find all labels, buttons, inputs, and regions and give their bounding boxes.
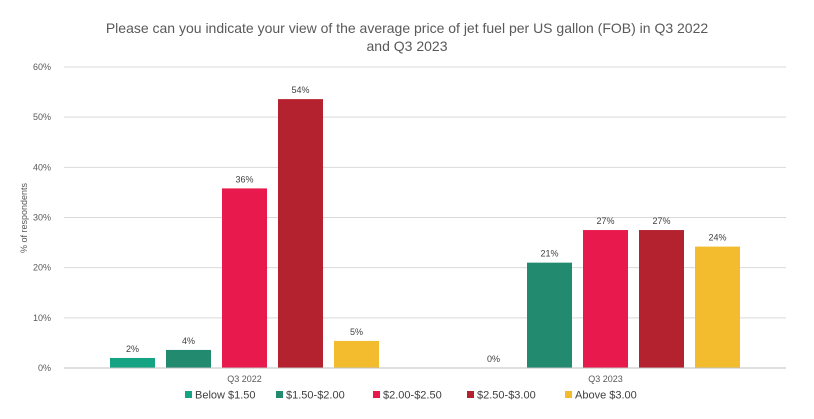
y-axis-label: % of respondents xyxy=(19,182,29,253)
legend-swatch xyxy=(373,391,380,398)
data-label: 27% xyxy=(652,216,670,226)
legend-swatch xyxy=(276,391,283,398)
x-axis-categories: Q3 2022 Q3 2023 xyxy=(227,374,623,384)
data-label: 0% xyxy=(487,354,500,364)
legend-entry-label: $2.00-$2.50 xyxy=(383,390,442,402)
bar xyxy=(110,357,155,368)
data-label: 5% xyxy=(350,327,363,337)
bar xyxy=(527,262,572,368)
data-label: 27% xyxy=(596,216,614,226)
bar xyxy=(334,340,379,368)
x-category-label: Q3 2022 xyxy=(227,374,262,384)
y-tick-label: 30% xyxy=(33,213,51,223)
legend-swatch xyxy=(185,391,192,398)
chart-title-line-2: and Q3 2023 xyxy=(367,38,448,54)
legend-entry-label: $2.50-$3.00 xyxy=(477,390,536,402)
data-labels: 2% 4% 36% 54% 5% 0% 21% 27% 27% 24% xyxy=(126,85,727,364)
x-category-label: Q3 2023 xyxy=(588,374,623,384)
bar xyxy=(222,188,267,368)
y-tick-label: 20% xyxy=(33,263,51,273)
legend-entry-label: Above $3.00 xyxy=(575,390,637,402)
y-tick-label: 10% xyxy=(33,313,51,323)
y-tick-label: 40% xyxy=(33,162,51,172)
data-label: 54% xyxy=(291,85,309,95)
bar xyxy=(278,99,323,369)
y-tick-label: 60% xyxy=(33,62,51,72)
chart-title-line-1: Please can you indicate your view of the… xyxy=(106,20,709,36)
data-label: 36% xyxy=(235,174,253,184)
data-label: 4% xyxy=(182,336,195,346)
bar xyxy=(639,230,684,368)
bar xyxy=(166,349,211,368)
legend-swatch xyxy=(467,391,474,398)
legend-entry-label: Below $1.50 xyxy=(195,390,256,402)
legend-entry-label: $1.50-$2.00 xyxy=(286,390,345,402)
data-label: 24% xyxy=(708,233,726,243)
data-label: 2% xyxy=(126,344,139,354)
y-tick-label: 0% xyxy=(38,363,51,373)
bar xyxy=(695,246,740,368)
y-axis-ticks: 0% 10% 20% 30% 40% 50% 60% xyxy=(33,62,51,373)
legend: Below $1.50 $1.50-$2.00 $2.00-$2.50 $2.50-$… xyxy=(185,390,637,402)
data-label: 21% xyxy=(540,249,558,259)
legend-swatch xyxy=(565,391,572,398)
bars xyxy=(110,99,740,369)
bar xyxy=(583,230,628,368)
y-tick-label: 50% xyxy=(33,112,51,122)
